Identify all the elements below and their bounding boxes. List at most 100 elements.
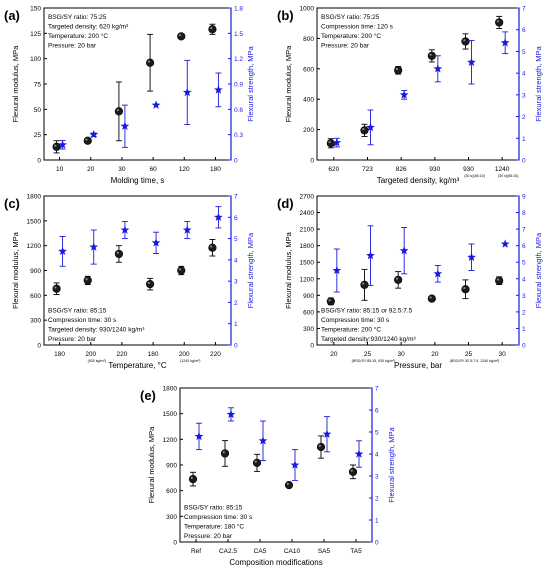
modulus-point-highlight (190, 476, 193, 480)
modulus-point-highlight (85, 278, 88, 281)
x-axis-title: Targeted density, kg/m³ (377, 176, 460, 185)
x-tick-label: CA10 (284, 548, 301, 555)
right-tick-label: 7 (522, 227, 526, 234)
modulus-point-highlight (147, 281, 150, 285)
modulus-point-highlight (350, 469, 353, 472)
annotation-text: Targeted density: 620 kg/m³ (48, 24, 129, 31)
right-tick-label: 1 (234, 321, 238, 328)
modulus-point-highlight (222, 451, 225, 454)
left-tick-label: 0 (37, 343, 41, 350)
modulus-point-highlight (328, 140, 331, 144)
annotation-text: BSG/SY ratio: 85:15 or 92.5:7.5 (321, 308, 413, 315)
annotation-text: Pressure: 20 bar (321, 43, 370, 50)
annotation-text: Temperature: 200 °C (48, 32, 108, 40)
x-tick-label: 10 (56, 166, 64, 173)
right-tick-label: 0 (234, 158, 238, 165)
chart-panel: (e) 0 300 600 900 1200 1500 1800 0 1 2 3 4 5 6 7 Ref CA2.… (140, 386, 396, 568)
x-sub-label: (30 s)(85:15) (498, 174, 519, 178)
modulus-point (188, 475, 198, 484)
modulus-point (427, 294, 436, 303)
left-tick-label: 75 (34, 82, 42, 89)
x-tick-label: 723 (362, 166, 373, 173)
x-tick-label: 200 (179, 351, 190, 358)
modulus-point-highlight (210, 245, 213, 248)
left-tick-label: 2100 (300, 227, 315, 234)
strength-point (182, 87, 192, 97)
right-axis-title: Flexural strength, MPa (387, 426, 396, 502)
right-tick-label: 1 (522, 326, 526, 333)
annotation-text: Pressure: 20 bar (48, 336, 97, 343)
strength-point (500, 38, 510, 47)
left-tick-label: 2400 (300, 210, 315, 217)
modulus-point-highlight (116, 109, 119, 112)
right-tick-label: 3 (234, 279, 238, 286)
right-tick-label: 0 (375, 540, 379, 547)
right-axis-title: Flexural strength, MPa (534, 45, 543, 121)
left-tick-label: 900 (30, 268, 41, 275)
left-tick-label: 1800 (27, 194, 42, 201)
right-tick-label: 7 (522, 6, 526, 13)
right-tick-label: 3 (375, 474, 379, 481)
strength-point (120, 225, 130, 234)
right-tick-label: 0 (522, 343, 526, 350)
modulus-point-highlight (286, 482, 289, 486)
right-tick-label: 4 (522, 71, 526, 78)
left-tick-label: 1200 (27, 243, 42, 250)
x-tick-label: 30 (499, 351, 507, 358)
annotation-text: Temperature: 200 °C (321, 32, 381, 40)
modulus-point-highlight (395, 277, 399, 280)
x-axis-title: Pressure, bar (394, 361, 442, 370)
modulus-point (461, 37, 470, 46)
left-tick-label: 100 (30, 56, 41, 63)
strength-point (182, 225, 192, 234)
right-tick-label: 0.9 (234, 82, 243, 89)
annotation-text: Temperature: 200 °C (321, 326, 381, 334)
strength-point (89, 242, 99, 251)
modulus-point (52, 284, 61, 293)
x-axis-title: Molding time, s (111, 176, 165, 185)
strength-point (290, 460, 300, 469)
right-tick-label: 0 (234, 343, 238, 350)
strength-point (332, 265, 342, 275)
modulus-point-highlight (147, 60, 150, 63)
strength-point (214, 85, 223, 94)
modulus-point-highlight (210, 26, 213, 30)
left-tick-label: 0 (173, 540, 177, 547)
modulus-point-highlight (328, 299, 331, 302)
right-tick-label: 0.3 (234, 132, 243, 139)
left-tick-label: 800 (303, 36, 314, 43)
right-tick-label: 1.5 (234, 31, 243, 38)
right-tick-label: 0.6 (234, 107, 243, 114)
modulus-point (316, 442, 326, 452)
left-tick-label: 1500 (27, 218, 42, 225)
right-axis-title: Flexural strength, MPa (534, 232, 543, 308)
left-axis-title: Flexural modulus, MPa (11, 231, 20, 309)
x-sub-label: (30 s)(85:15) (464, 174, 485, 178)
modulus-point (461, 285, 470, 294)
modulus-point-highlight (496, 278, 500, 281)
modulus-point-highlight (362, 282, 365, 285)
x-tick-label: TA5 (350, 548, 362, 555)
strength-point (366, 251, 375, 260)
x-tick-label: 826 (396, 166, 407, 173)
x-tick-label: 220 (210, 351, 221, 358)
x-tick-label: 20 (87, 166, 95, 173)
right-tick-label: 8 (522, 210, 526, 217)
modulus-point-highlight (463, 39, 466, 42)
x-sub-label: (BSG/SY 85:15, 930 kg/m³) (352, 359, 396, 363)
right-tick-label: 6 (234, 215, 238, 222)
modulus-point (495, 18, 504, 27)
modulus-point (114, 107, 124, 116)
left-tick-label: 150 (30, 6, 41, 13)
modulus-point (284, 481, 294, 490)
left-tick-label: 600 (166, 488, 177, 495)
strength-point (226, 409, 236, 419)
x-tick-label: 1240 (495, 166, 510, 173)
modulus-point (360, 126, 369, 135)
left-axis-title: Flexural modulus, MPa (11, 45, 20, 123)
right-tick-label: 0 (522, 158, 526, 165)
right-axis-title: Flexural strength, MPa (246, 232, 255, 308)
right-tick-label: 2 (522, 309, 526, 316)
annotation-text: BSG/SY ratio: 75:25 (48, 14, 107, 21)
left-tick-label: 1000 (300, 6, 315, 13)
